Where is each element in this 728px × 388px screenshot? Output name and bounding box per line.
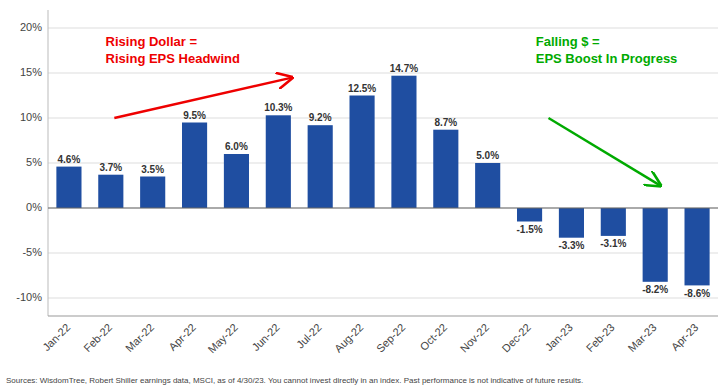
y-tick-label: 20% xyxy=(20,21,42,33)
y-tick-label: 10% xyxy=(20,111,42,123)
x-tick-label: Jan-23 xyxy=(543,321,575,353)
annotation-line: EPS Boost In Progress xyxy=(536,51,678,66)
bar xyxy=(433,130,458,208)
annotation-line: Rising Dollar = xyxy=(106,34,198,49)
grid xyxy=(48,28,718,298)
data-label: 12.5% xyxy=(348,83,376,94)
y-tick-label: 15% xyxy=(20,66,42,78)
x-axis: Jan-22 Feb-22 Mar-22 Apr-22May-22 Jun-22 Jul-… xyxy=(40,321,700,355)
x-tick-label: Feb-23 xyxy=(584,321,617,354)
x-tick-label: Oct-22 xyxy=(417,321,449,353)
data-labels: 4.6% 3.7% 3.5% 9.5% 6.0% 10.3% 9.2% 12.5% 14.7% 8… xyxy=(58,63,711,299)
bar xyxy=(56,167,81,208)
data-label: -8.6% xyxy=(684,288,710,299)
data-label: 8.7% xyxy=(434,117,457,128)
annotations: Rising Dollar = Rising EPS Headwind Fallin… xyxy=(106,34,678,186)
grid-line xyxy=(48,298,718,299)
y-tick-label: 0% xyxy=(26,201,42,213)
y-tick-label: -5% xyxy=(22,246,42,258)
bar xyxy=(350,96,375,209)
data-label: 3.7% xyxy=(99,162,122,173)
grid-line xyxy=(48,208,718,209)
grid-line xyxy=(48,73,718,74)
x-tick-label: Dec-22 xyxy=(499,321,533,355)
y-tick-label: -10% xyxy=(16,291,42,303)
data-label: -8.2% xyxy=(642,284,668,295)
data-label: 5.0% xyxy=(476,150,499,161)
zero-line xyxy=(48,208,718,209)
bar xyxy=(685,208,710,285)
bar xyxy=(140,177,165,209)
data-label: 14.7% xyxy=(390,63,418,74)
annotation-line: Rising EPS Headwind xyxy=(106,51,240,66)
grid-line xyxy=(48,28,718,29)
annotation: Falling $ = EPS Boost In Progress xyxy=(536,34,678,66)
bar xyxy=(98,175,123,208)
bar xyxy=(224,154,249,208)
data-label: 4.6% xyxy=(58,154,81,165)
x-tick-label: Nov-22 xyxy=(458,321,492,355)
footnote: Sources: WisdomTree, Robert Shiller earn… xyxy=(6,376,583,385)
grid-line xyxy=(48,118,718,119)
bar xyxy=(266,115,291,208)
bar xyxy=(182,123,207,209)
x-axis-line xyxy=(48,316,718,317)
grid-line xyxy=(48,253,718,254)
bar xyxy=(517,208,542,222)
x-tick-label: Apr-22 xyxy=(166,321,198,353)
bar xyxy=(643,208,668,282)
x-tick-label: Mar-22 xyxy=(123,321,156,354)
annotation: Rising Dollar = Rising EPS Headwind xyxy=(106,34,240,66)
bar xyxy=(601,208,626,236)
bar xyxy=(391,76,416,208)
x-tick-label: Sep-22 xyxy=(374,321,408,355)
data-label: -3.3% xyxy=(558,240,584,251)
y-axis-line xyxy=(48,10,49,316)
annotation-line: Falling $ = xyxy=(536,34,600,49)
data-label: 9.5% xyxy=(183,110,206,121)
x-tick-label: Mar-23 xyxy=(626,321,659,354)
data-label: -1.5% xyxy=(517,224,543,235)
x-tick-label: Aug-22 xyxy=(332,321,366,355)
bar xyxy=(475,163,500,208)
x-tick-label: Feb-22 xyxy=(81,321,114,354)
x-tick-label: Jan-22 xyxy=(40,321,72,353)
bar xyxy=(308,125,333,208)
data-label: 3.5% xyxy=(141,164,164,175)
data-label: 9.2% xyxy=(309,112,332,123)
data-label: -3.1% xyxy=(600,238,626,249)
bar xyxy=(559,208,584,238)
data-label: 10.3% xyxy=(264,102,292,113)
chart: -10% -5% 0% 5% 10% 15% 20% 4.6% 3.7% 3.5% 9.5% 6.0%… xyxy=(0,0,728,388)
data-label: 6.0% xyxy=(225,141,248,152)
x-tick-label: Jul-22 xyxy=(294,321,324,351)
y-tick-label: 5% xyxy=(26,156,42,168)
y-axis: -10% -5% 0% 5% 10% 15% 20% xyxy=(16,10,48,316)
x-tick-label: Apr-23 xyxy=(669,321,701,353)
x-tick-label: May-22 xyxy=(205,321,239,355)
bars xyxy=(56,76,709,286)
annotation-arrow xyxy=(114,78,292,118)
annotation-arrow xyxy=(548,118,660,186)
x-tick-label: Jun-22 xyxy=(250,321,282,353)
